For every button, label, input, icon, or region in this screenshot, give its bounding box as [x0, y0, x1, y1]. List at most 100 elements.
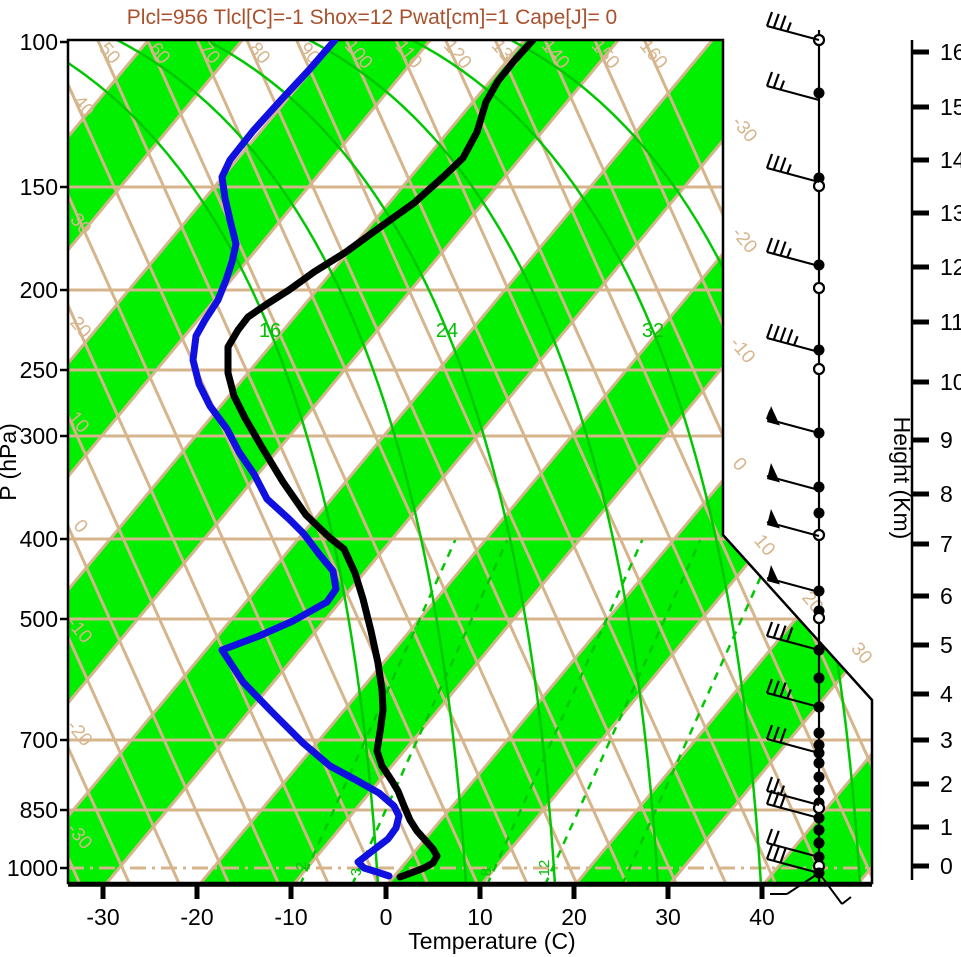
isotherm-line — [103, 40, 808, 883]
barb-tick — [772, 778, 780, 794]
green-band — [763, 40, 872, 883]
mixing-ratio-lines — [298, 539, 779, 883]
staff-dot-filled — [813, 507, 825, 519]
dry-adiabat-line — [245, 40, 629, 883]
moist-adiabat-label: 32 — [642, 320, 664, 342]
wind-barb — [765, 237, 820, 268]
pressure-tick-label: 500 — [20, 606, 58, 632]
barb-tick — [779, 848, 787, 864]
isotherm-label: 0 — [728, 454, 751, 476]
height-tick-label: 13 — [940, 200, 961, 226]
barb-tick — [765, 789, 774, 805]
green-labels: 16 24 32 2 3 8 12 — [259, 320, 664, 876]
mixing-ratio-label: 3 — [348, 868, 365, 876]
pressure-tick-label: 850 — [20, 797, 58, 823]
pressure-tick-label: 1000 — [7, 855, 58, 881]
pressure-axis-title: P (hPa) — [0, 423, 21, 501]
isotherm-label: 10 — [749, 531, 779, 561]
height-tick-label: 0 — [940, 853, 953, 879]
isotherm-line — [68, 40, 432, 883]
barb-pennant — [767, 509, 780, 529]
barb-tick — [786, 329, 794, 344]
dry-adiabat-line — [68, 40, 182, 883]
pressure-tick-label: 700 — [20, 727, 58, 753]
dry-adiabat-line — [68, 40, 281, 883]
height-tick-label: 8 — [940, 481, 953, 507]
dry-adiabat-line — [146, 40, 530, 883]
height-tick-label: 2 — [940, 771, 953, 797]
barb-half-tick — [793, 335, 799, 346]
wind-barb — [765, 828, 820, 859]
staff-dot-open — [812, 362, 826, 376]
barb-shaft — [766, 857, 820, 875]
height-tick-label: 10 — [940, 369, 961, 395]
height-tick-label: 12 — [940, 254, 961, 280]
height-tick-label: 4 — [940, 681, 953, 707]
height-tick-label: 1 — [940, 814, 953, 840]
wind-barb — [765, 776, 820, 807]
barb-pennant — [767, 406, 780, 426]
barb-shaft — [766, 737, 820, 755]
temperature-curve — [224, 40, 537, 881]
height-tick-label: 9 — [940, 427, 953, 453]
barb-shaft — [766, 84, 820, 102]
barb-tick — [765, 621, 774, 637]
barb-tick — [765, 844, 774, 860]
isotherm-label: 30 — [846, 639, 876, 669]
isotherm-label: -30 — [727, 112, 761, 147]
barb-pennant — [767, 565, 780, 585]
wind-barb — [765, 71, 820, 102]
barb-half-tick — [786, 22, 792, 32]
wind-barb — [766, 565, 820, 594]
moist-adiabat-line — [116, 40, 468, 883]
isotherm-line — [573, 40, 872, 883]
staff-dot-open — [812, 611, 826, 625]
wind-barb — [765, 406, 820, 435]
barb-tick — [772, 623, 780, 639]
staff-dot-open — [812, 281, 826, 295]
dry-adiabat-line — [444, 40, 828, 883]
staff-dot-filled — [813, 757, 825, 769]
dry-adiabat-lines — [68, 40, 872, 883]
barb-half-tick — [786, 164, 792, 174]
height-tick-label: 16 — [940, 39, 961, 65]
barb-tick — [772, 680, 780, 696]
barb-tick — [772, 846, 780, 862]
barb-shaft — [766, 634, 820, 652]
dry-adiabat-line — [68, 40, 380, 883]
surface-barb-left — [786, 872, 820, 895]
barb-tick — [765, 71, 774, 87]
wind-barb — [765, 621, 820, 652]
staff-dot-filled — [813, 481, 825, 493]
temperature-tick-label: 20 — [561, 904, 587, 930]
moist-adiabat-line — [411, 40, 763, 883]
surface-barb-right — [818, 872, 843, 905]
barb-tick — [772, 155, 780, 171]
barb-tick — [765, 11, 774, 27]
dry-adiabat-line — [68, 40, 231, 883]
moist-adiabat-line — [205, 40, 557, 883]
pressure-tick-label: 250 — [20, 357, 58, 383]
barb-tick — [765, 237, 774, 253]
barb-tick — [765, 776, 774, 792]
staff-dot-filled — [813, 344, 825, 356]
barb-shaft — [766, 841, 820, 859]
staff-dot-filled — [813, 771, 825, 783]
moist-adiabat-line — [68, 40, 380, 883]
pressure-tick-label: 400 — [20, 526, 58, 552]
height-tick-label: 3 — [940, 727, 953, 753]
barb-tick — [772, 73, 780, 89]
barb-tick — [772, 830, 780, 846]
dry-adiabat-line — [295, 40, 679, 883]
staff-dot-filled — [813, 727, 825, 739]
barb-half-tick — [786, 248, 792, 258]
barb-tick — [779, 327, 787, 343]
wind-barb — [765, 789, 820, 820]
isotherm-label: -20 — [727, 223, 761, 258]
pressure-tick-label: 200 — [20, 277, 58, 303]
barb-shaft — [766, 802, 820, 820]
barb-tick — [786, 627, 794, 642]
moist-adiabat-line — [308, 40, 660, 883]
isotherm-line — [68, 40, 714, 883]
